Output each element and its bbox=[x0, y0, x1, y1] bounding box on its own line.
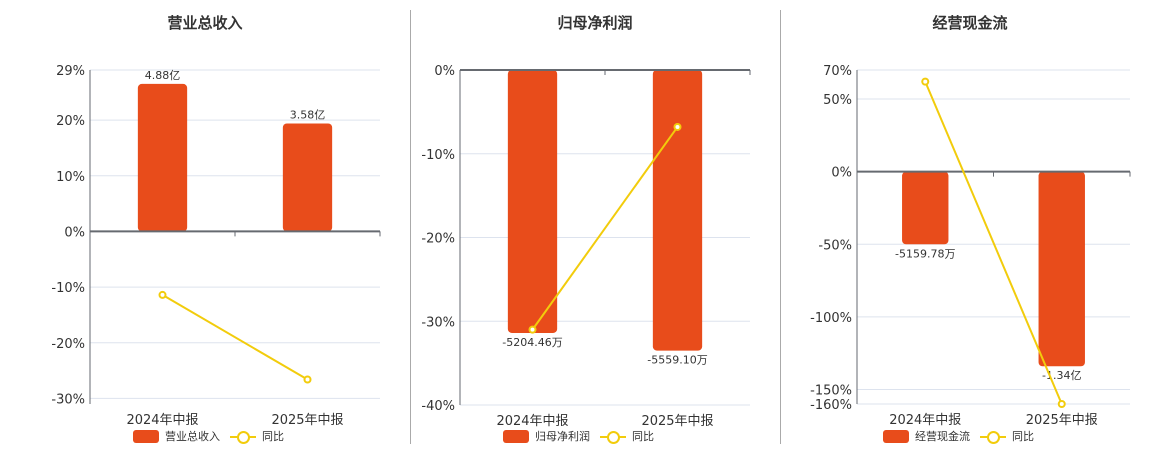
y-tick-label: -30% bbox=[421, 315, 455, 330]
legend-bar-label[interactable]: 经营现金流 bbox=[915, 430, 970, 443]
legend-bar-label[interactable]: 归母净利润 bbox=[535, 430, 590, 443]
y-tick-label: -30% bbox=[51, 392, 85, 407]
y-tick-label: -10% bbox=[421, 148, 455, 163]
legend: 营业总收入 同比 bbox=[133, 428, 284, 444]
y-tick-label: 0% bbox=[64, 225, 85, 240]
bar-value-label: 3.58亿 bbox=[290, 108, 326, 121]
legend-line-swatch[interactable] bbox=[600, 430, 626, 444]
chart-revenue: 29% 20% 10% 0% -10% -20% -30% 4.88亿 3.58亿 2024年中报… bbox=[51, 64, 381, 428]
legend-line-label[interactable]: 同比 bbox=[632, 430, 654, 443]
x-category-label: 2024年中报 bbox=[889, 413, 961, 428]
x-category-label: 2025年中报 bbox=[1026, 413, 1098, 428]
x-category-label: 2025年中报 bbox=[641, 414, 713, 429]
bar[interactable] bbox=[1038, 171, 1085, 367]
panel-divider bbox=[780, 10, 781, 444]
legend: 经营现金流 同比 bbox=[883, 428, 1034, 444]
chart-panel-revenue: 营业总收入 29% 20% 10% 0% -10% -20% -30% 4.88亿 3.58亿 2… bbox=[0, 0, 410, 450]
chart-net-profit: 0% -10% -20% -30% -40% -5204.46万 -5559.10万 2024… bbox=[421, 64, 751, 429]
y-tick-label: 20% bbox=[56, 114, 85, 129]
legend-line-label[interactable]: 同比 bbox=[262, 430, 284, 443]
y-tick-label: -150% bbox=[810, 383, 852, 398]
legend: 归母净利润 同比 bbox=[503, 428, 654, 444]
yoy-line bbox=[924, 81, 1063, 405]
legend-line-swatch[interactable] bbox=[230, 430, 256, 444]
y-tick-label: 29% bbox=[56, 64, 85, 79]
yoy-point[interactable] bbox=[921, 77, 930, 86]
legend-bar-swatch[interactable] bbox=[503, 429, 529, 443]
x-category-label: 2024年中报 bbox=[126, 413, 198, 428]
bar[interactable] bbox=[137, 83, 188, 232]
legend-line-swatch[interactable] bbox=[980, 430, 1006, 444]
legend-bar-label[interactable]: 营业总收入 bbox=[165, 430, 220, 443]
bar-value-label: -5159.78万 bbox=[895, 247, 955, 260]
legend-bar-swatch[interactable] bbox=[133, 429, 159, 443]
y-tick-label: -100% bbox=[810, 311, 852, 326]
yoy-point[interactable] bbox=[158, 290, 167, 299]
bar[interactable] bbox=[652, 70, 703, 351]
x-category-label: 2025年中报 bbox=[271, 413, 343, 428]
yoy-point[interactable] bbox=[528, 325, 537, 334]
bar[interactable] bbox=[282, 123, 333, 232]
y-tick-label: -50% bbox=[818, 238, 852, 253]
yoy-line bbox=[531, 126, 679, 331]
bar-value-label: -5559.10万 bbox=[647, 354, 707, 367]
yoy-point[interactable] bbox=[303, 375, 312, 384]
yoy-point[interactable] bbox=[673, 122, 682, 131]
y-tick-label: 0% bbox=[434, 64, 455, 79]
chart-title: 经营现金流 bbox=[932, 14, 1008, 32]
y-tick-label: -40% bbox=[421, 399, 455, 414]
y-tick-label: -160% bbox=[810, 398, 852, 413]
y-tick-label: 10% bbox=[56, 170, 85, 185]
y-tick-label: -20% bbox=[51, 337, 85, 352]
chart-panel-operating-cashflow: 经营现金流 70% 50% 0% -50% -100% -150% -160% -5159.7… bbox=[780, 0, 1160, 450]
y-tick-label: -20% bbox=[421, 232, 455, 247]
y-tick-label: 0% bbox=[831, 166, 852, 181]
chart-title: 营业总收入 bbox=[167, 14, 243, 32]
y-tick-label: 70% bbox=[823, 64, 852, 79]
bar-value-label: -5204.46万 bbox=[502, 336, 562, 349]
x-category-label: 2024年中报 bbox=[496, 414, 568, 429]
legend-line-label[interactable]: 同比 bbox=[1012, 430, 1034, 443]
chart-operating-cashflow: 70%50%0%-50%-100%-150%-160%-5159.78万-1.3… bbox=[810, 64, 1131, 428]
y-tick-label: -10% bbox=[51, 281, 85, 296]
chart-panel-net-profit: 归母净利润 0% -10% -20% -30% -40% -5204.46万 -5559.1… bbox=[410, 0, 780, 450]
panel-divider bbox=[410, 10, 411, 444]
bar[interactable] bbox=[902, 171, 949, 245]
legend-bar-swatch[interactable] bbox=[883, 429, 909, 443]
y-tick-label: 50% bbox=[823, 93, 852, 108]
yoy-point[interactable] bbox=[1057, 400, 1066, 408]
bar-value-label: 4.88亿 bbox=[145, 69, 181, 82]
chart-title: 归母净利润 bbox=[557, 14, 633, 32]
bar[interactable] bbox=[507, 70, 558, 333]
yoy-line bbox=[161, 294, 309, 381]
